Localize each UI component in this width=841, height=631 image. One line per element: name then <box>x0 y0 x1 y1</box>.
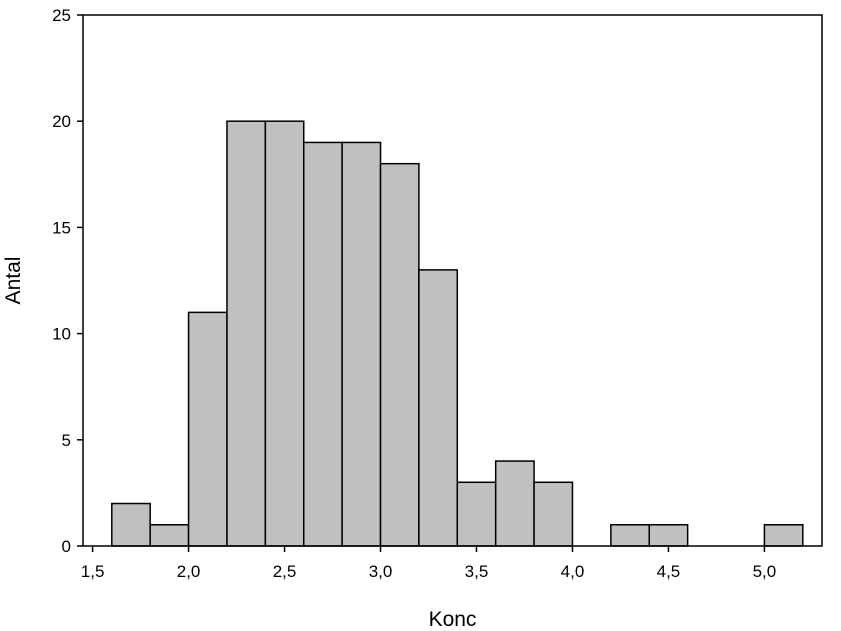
histogram-bar-12 <box>610 524 650 547</box>
histogram-bar-10 <box>494 460 535 547</box>
x-axis-title: Konc <box>429 608 477 631</box>
histogram-bar-11 <box>533 481 574 547</box>
x-axis: 1,5 2,0 2,5 3,0 3,5 4,0 4,5 5,0 <box>81 546 776 581</box>
y-tick-label: 25 <box>52 6 71 25</box>
y-axis-title: Antal <box>2 257 25 305</box>
y-tick-label: 10 <box>52 325 71 344</box>
x-tick-label: 4,0 <box>561 562 585 581</box>
histogram-bar-1 <box>149 524 190 547</box>
bars-group <box>111 120 804 547</box>
histogram-bar-5 <box>302 141 343 547</box>
y-tick-label: 15 <box>52 218 71 237</box>
histogram-bar-9 <box>456 481 497 547</box>
x-tick-label: 5,0 <box>753 562 777 581</box>
y-tick-label: 0 <box>62 537 71 556</box>
histogram-bar-4 <box>264 120 305 547</box>
x-tick-label: 3,5 <box>465 562 489 581</box>
x-tick-label: 3,0 <box>369 562 393 581</box>
histogram-bar-7 <box>379 162 420 547</box>
histogram-bar-3 <box>226 120 267 547</box>
x-tick-label: 2,5 <box>273 562 297 581</box>
y-axis: 0 5 10 15 20 25 <box>52 6 83 556</box>
histogram-bar-8 <box>418 269 459 547</box>
x-tick-label: 2,0 <box>177 562 201 581</box>
x-tick-label: 1,5 <box>81 562 105 581</box>
histogram-bar-2 <box>187 311 228 547</box>
histogram-bar-13 <box>648 524 689 547</box>
x-tick-label: 4,5 <box>657 562 681 581</box>
y-tick-label: 5 <box>62 431 71 450</box>
histogram-bar-14 <box>763 524 804 547</box>
plot-area-frame <box>82 14 823 547</box>
histogram-bar-0 <box>111 502 151 547</box>
histogram-bar-6 <box>341 141 382 547</box>
y-tick-label: 20 <box>52 112 71 131</box>
